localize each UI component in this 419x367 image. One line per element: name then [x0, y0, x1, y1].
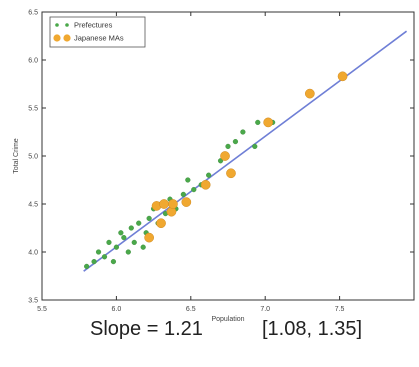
japanese-ma-point [159, 199, 169, 209]
prefecture-point [91, 259, 97, 265]
prefecture-point [225, 143, 231, 150]
japanese-ma-point [181, 197, 192, 207]
prefecture-point [232, 139, 239, 145]
y-tick-label: 5.0 [28, 154, 38, 161]
legend-prefectures-label: Prefectures [74, 21, 113, 30]
prefecture-point [255, 119, 261, 126]
japanese-ma-point [156, 218, 166, 229]
japanese-ma-point [200, 179, 211, 190]
y-tick-label: 5.5 [28, 106, 38, 113]
legend: Prefectures Japanese MAs [49, 16, 146, 48]
y-axis-label: Total Crime [13, 138, 20, 174]
y-tick-label: 3.5 [28, 298, 38, 305]
legend-ma-marker [53, 34, 61, 42]
prefecture-point [95, 249, 102, 255]
japanese-ma-point [337, 71, 348, 82]
japanese-ma-point [144, 232, 154, 243]
legend-ma-marker [63, 34, 71, 42]
legend-prefecture-marker [55, 23, 59, 27]
japanese-ma-point [226, 168, 236, 179]
prefecture-point [84, 263, 90, 270]
prefecture-point [136, 220, 142, 226]
x-tick-label: 6.5 [186, 306, 196, 313]
prefecture-point [101, 254, 108, 260]
prefecture-point [121, 235, 127, 241]
legend-box [49, 16, 146, 48]
legend-mas-label: Japanese MAs [74, 34, 124, 43]
prefecture-point [128, 225, 134, 231]
prefecture-point [106, 239, 112, 246]
japanese-ma-point [168, 199, 178, 209]
fit-line [83, 30, 408, 272]
japanese-ma-point [263, 117, 274, 128]
prefecture-point [110, 259, 117, 265]
confidence-interval-text: [1.08, 1.35] [262, 318, 363, 340]
x-axis-label: Population [211, 316, 244, 323]
prefecture-point [113, 244, 120, 250]
x-tick-label: 7.0 [260, 306, 270, 313]
prefecture-point [146, 215, 152, 222]
prefecture-point [140, 244, 146, 250]
slope-caption: Slope = 1.21 [1.08, 1.35] [0, 312, 419, 352]
prefecture-point [185, 177, 191, 183]
prefecture-point [180, 191, 186, 198]
legend-prefecture-marker [65, 23, 69, 27]
x-tick-label: 6.0 [112, 306, 122, 313]
japanese-ma-point [304, 88, 315, 99]
x-tick-label: 5.5 [37, 306, 47, 313]
prefecture-point [206, 172, 212, 178]
japanese-ma-point [220, 151, 230, 161]
prefecture-point [131, 239, 137, 246]
y-tick-label: 6.5 [28, 10, 38, 17]
x-tick-label: 7.5 [335, 306, 345, 313]
slope-text: Slope = 1.21 [90, 318, 203, 340]
y-tick-label: 6.0 [28, 58, 38, 65]
prefecture-point [240, 129, 246, 135]
y-tick-label: 4.5 [28, 202, 38, 209]
prefecture-point [118, 230, 124, 236]
prefecture-point [191, 187, 197, 193]
prefecture-point [125, 249, 131, 255]
prefecture-point [252, 143, 258, 150]
y-tick-label: 4.0 [28, 250, 38, 257]
prefecture-point [217, 158, 224, 164]
